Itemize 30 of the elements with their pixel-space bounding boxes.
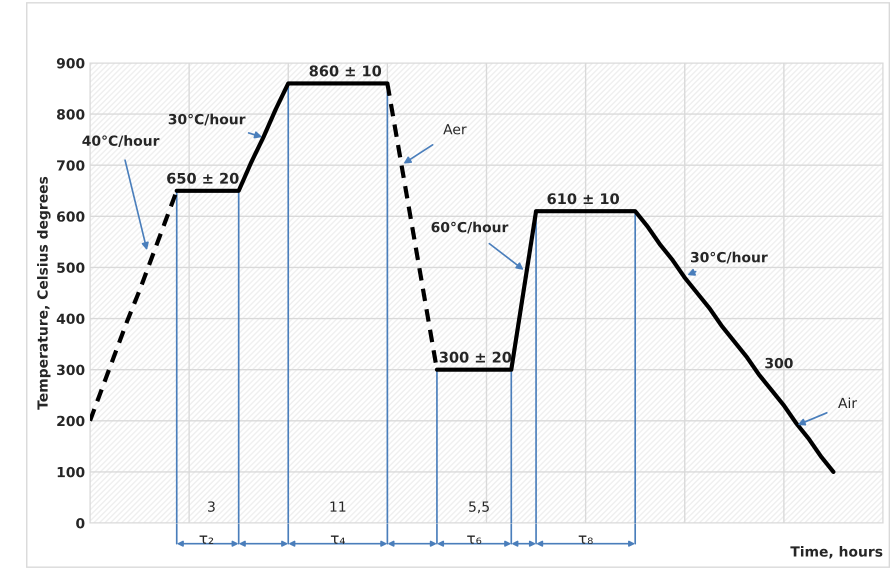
y-tick-label: 800 — [56, 109, 84, 120]
annotation: 650 ± 20 — [167, 172, 239, 184]
y-tick-label: 700 — [57, 160, 84, 171]
annotation: 40°C/hour — [82, 135, 160, 148]
annotation: Aer — [443, 124, 467, 134]
annotation: 5,5 — [469, 502, 489, 514]
text: τ₈ — [578, 535, 593, 544]
y-tick-label: 500 — [57, 262, 84, 273]
annotation: 610 ± 10 — [547, 193, 620, 204]
annotation: 860 ± 10 — [310, 65, 382, 76]
y-axis-title: Temperature, Celsius degrees — [37, 176, 51, 410]
annotation: 30°C/hour — [168, 114, 246, 126]
text: τ₄ — [330, 535, 345, 544]
y-tick-label: 0 — [76, 518, 84, 528]
annotation: 60°C/hour — [432, 222, 508, 234]
annotation: 30°C/hour — [690, 252, 768, 264]
annotation: 300 ± 20 — [440, 352, 512, 363]
annotation: 300 — [765, 358, 793, 368]
y-tick-label: 900 — [56, 58, 84, 68]
x-axis-title: Time, hours — [790, 546, 882, 559]
annotation: 3 — [208, 501, 215, 512]
y-tick-label: 600 — [57, 211, 84, 222]
text: τ₂ — [200, 535, 214, 544]
annotation: Air — [838, 397, 858, 408]
text: τ₆ — [467, 535, 482, 544]
y-tick-label: 100 — [58, 466, 84, 478]
y-tick-label: 300 — [57, 364, 84, 376]
y-tick-label: 200 — [57, 416, 84, 426]
annotation: 11 — [330, 502, 346, 512]
y-tick-label: 400 — [56, 314, 84, 324]
